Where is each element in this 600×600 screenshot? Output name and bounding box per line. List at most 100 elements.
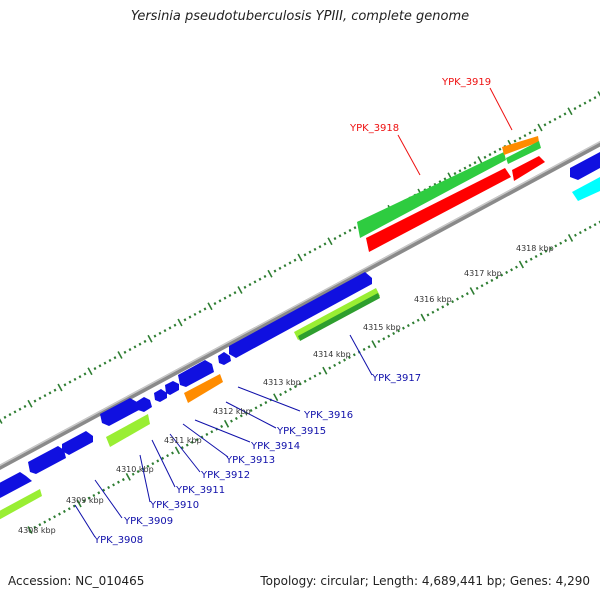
- gene-feature[interactable]: [62, 431, 93, 455]
- minor-tick: [63, 383, 67, 387]
- minor-tick: [518, 136, 522, 140]
- minor-tick: [82, 499, 86, 503]
- minor-tick: [173, 323, 177, 327]
- minor-tick: [223, 296, 227, 300]
- minor-tick: [188, 315, 192, 319]
- gene-feature[interactable]: [165, 381, 179, 395]
- minor-tick: [539, 252, 543, 256]
- minor-tick: [258, 277, 262, 281]
- minor-tick: [583, 101, 587, 105]
- minor-tick: [353, 226, 357, 230]
- gene-feature[interactable]: [357, 152, 506, 238]
- gene-label-ypk3916[interactable]: YPK_3916: [303, 410, 353, 421]
- minor-tick: [475, 286, 479, 290]
- gene-feature[interactable]: [570, 152, 600, 180]
- gene-label-ypk3914[interactable]: YPK_3914: [250, 441, 300, 452]
- minor-tick: [578, 104, 582, 108]
- gene-feature[interactable]: [502, 136, 539, 155]
- minor-tick: [156, 459, 160, 463]
- minor-tick: [493, 150, 497, 154]
- minor-tick: [333, 363, 337, 367]
- minor-tick: [166, 454, 170, 458]
- major-tick: [207, 302, 213, 311]
- major-tick: [420, 313, 426, 322]
- gene-feature[interactable]: [298, 293, 380, 341]
- gene-feature[interactable]: [154, 389, 167, 402]
- gene-feature[interactable]: [0, 489, 42, 522]
- minor-tick: [146, 464, 150, 468]
- minor-tick: [513, 139, 517, 143]
- gene-feature[interactable]: [0, 472, 32, 503]
- gene-label-ypk3909[interactable]: YPK_3909: [123, 516, 173, 527]
- minor-tick: [143, 339, 147, 343]
- minor-tick: [168, 326, 172, 330]
- gene-label-ypk3915[interactable]: YPK_3915: [276, 426, 326, 437]
- gene-feature[interactable]: [572, 177, 600, 201]
- minor-tick: [3, 415, 7, 419]
- minor-tick: [348, 228, 352, 232]
- major-tick: [87, 367, 93, 376]
- minor-tick: [163, 329, 167, 333]
- minor-tick: [553, 117, 557, 121]
- minor-tick: [153, 334, 157, 338]
- minor-tick: [243, 285, 247, 289]
- major-tick: [469, 287, 475, 295]
- major-tick: [537, 123, 543, 132]
- minor-tick: [483, 155, 487, 159]
- kbp-label: 4309 kbp: [66, 496, 104, 505]
- genome-backbone: [0, 140, 600, 471]
- minor-tick: [193, 312, 197, 316]
- minor-tick: [87, 496, 91, 500]
- minor-tick: [98, 364, 102, 368]
- major-tick: [76, 499, 82, 508]
- gene-feature[interactable]: [229, 272, 372, 358]
- minor-tick: [343, 358, 346, 362]
- minor-tick: [495, 276, 499, 280]
- major-tick: [597, 91, 600, 97]
- minor-tick: [397, 329, 400, 333]
- gene-feature[interactable]: [106, 414, 150, 447]
- minor-tick: [273, 269, 277, 273]
- gene-feature[interactable]: [218, 352, 231, 365]
- minor-tick: [158, 331, 162, 335]
- inner-tick-ring: [27, 220, 600, 534]
- kbp-label: 4317 kbp: [464, 269, 502, 278]
- minor-tick: [131, 472, 135, 476]
- minor-tick: [406, 324, 410, 328]
- minor-tick: [529, 257, 533, 261]
- gene-label-ypk3918[interactable]: YPK_3918: [349, 123, 399, 134]
- minor-tick: [460, 294, 464, 298]
- gene-label-ypk3919[interactable]: YPK_3919: [441, 77, 491, 88]
- gene-feature[interactable]: [28, 446, 66, 474]
- major-tick: [117, 351, 123, 359]
- minor-tick: [23, 404, 27, 408]
- minor-tick: [451, 300, 455, 304]
- minor-tick: [185, 443, 189, 447]
- minor-tick: [564, 239, 568, 243]
- major-tick: [477, 156, 483, 164]
- gene-label-ypk3912[interactable]: YPK_3912: [200, 470, 250, 481]
- minor-tick: [387, 334, 391, 338]
- gene-label-ypk3911[interactable]: YPK_3911: [175, 485, 225, 496]
- gene-feature[interactable]: [366, 168, 511, 252]
- minor-tick: [151, 462, 155, 466]
- gene-label-ypk3908[interactable]: YPK_3908: [93, 535, 143, 546]
- minor-tick: [318, 371, 322, 375]
- minor-tick: [73, 377, 77, 381]
- gene-label-ypk3917[interactable]: YPK_3917: [371, 373, 421, 384]
- minor-tick: [441, 305, 445, 309]
- gene-feature[interactable]: [100, 398, 139, 426]
- minor-tick: [67, 507, 71, 511]
- minor-tick: [97, 491, 101, 495]
- gene-feature[interactable]: [506, 141, 541, 164]
- gene-feature[interactable]: [178, 360, 214, 387]
- gene-labels: YPK_3908 YPK_3909 YPK_3910 YPK_3911 YPK_…: [93, 77, 491, 546]
- gene-feature[interactable]: [512, 156, 545, 181]
- major-tick: [322, 366, 328, 375]
- gene-feature[interactable]: [136, 397, 152, 412]
- minor-tick: [133, 345, 137, 349]
- gene-label-ypk3913[interactable]: YPK_3913: [225, 455, 275, 466]
- minor-tick: [279, 393, 283, 397]
- gene-feature[interactable]: [184, 374, 223, 403]
- gene-label-ypk3910[interactable]: YPK_3910: [149, 500, 199, 511]
